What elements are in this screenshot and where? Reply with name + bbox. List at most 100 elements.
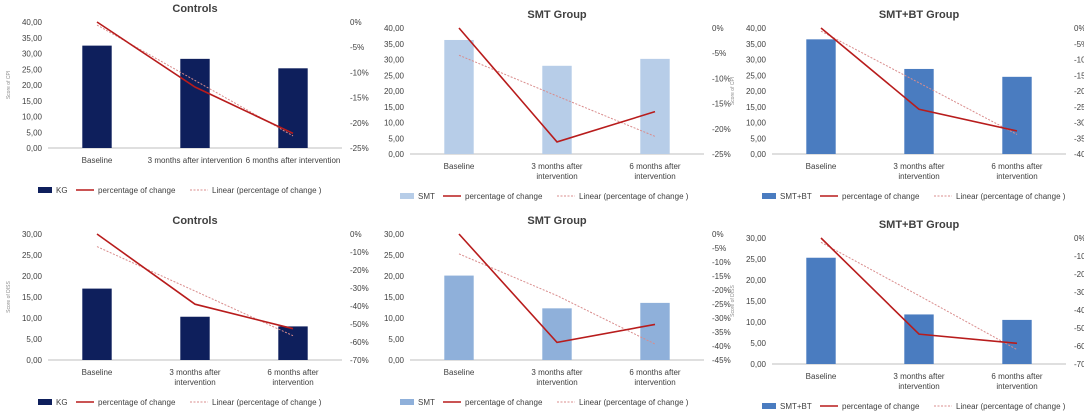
y2-tick-label: 0% <box>350 230 362 239</box>
x-tick-label: 6 months after <box>629 368 680 377</box>
bar-smt-bt <box>904 314 934 364</box>
y-tick-label: 10,00 <box>384 314 405 323</box>
y2-tick-label: -15% <box>350 94 369 103</box>
x-tick-label: Baseline <box>444 162 475 171</box>
y2-tick-label: -45% <box>712 356 731 365</box>
y-tick-label: 30,00 <box>384 56 405 65</box>
x-tick-label: Baseline <box>82 156 113 165</box>
chart-title: SMT Group <box>527 9 587 21</box>
legend-label-bars: SMT <box>418 398 435 407</box>
y2-tick-label: -10% <box>712 258 731 267</box>
y2-tick-label: 0% <box>350 18 362 27</box>
y2-tick-label: -5% <box>712 49 726 58</box>
y-axis-label: Score of CPI <box>6 71 12 99</box>
legend-label-line: percentage of change <box>98 186 176 195</box>
legend-label-bars: KG <box>56 186 68 195</box>
y-tick-label: 10,00 <box>22 314 43 323</box>
bar-smt <box>444 39 474 154</box>
x-tick-label: intervention <box>898 172 939 181</box>
y-tick-label: 10,00 <box>746 318 767 327</box>
percentage-line <box>96 233 294 330</box>
y2-tick-label: -40% <box>712 342 731 351</box>
y-tick-label: 0,00 <box>26 356 42 365</box>
bar-smt <box>640 302 670 360</box>
x-tick-label: Baseline <box>806 372 837 381</box>
legend-swatch-bars <box>38 187 52 193</box>
y-tick-label: 35,00 <box>746 40 767 49</box>
y2-tick-label: -40% <box>350 302 369 311</box>
y-axis-label: Score of CPI <box>730 77 736 105</box>
y-tick-label: 20,00 <box>746 87 767 96</box>
y-tick-label: 5,00 <box>26 128 42 137</box>
bar-kg <box>180 316 210 360</box>
x-tick-label: intervention <box>536 172 577 181</box>
y2-tick-label: -20% <box>712 286 731 295</box>
y-tick-label: 10,00 <box>746 119 767 128</box>
bar-kg <box>82 288 112 360</box>
bar-kg <box>278 326 308 360</box>
chart-smt-diss: SMT Group 0,00 5,00 10,00 15,00 20,00 25,00 30,… <box>362 212 731 410</box>
y2-tick-label: 0% <box>1074 24 1084 33</box>
y-tick-label: 25,00 <box>746 71 767 80</box>
chart-svg: SMT+BT Group 0,00 5,00 10,00 15,00 20,00 25,00… <box>730 9 1084 201</box>
y2-tick-label: -10% <box>1074 252 1084 261</box>
chart-title: SMT+BT Group <box>879 219 960 231</box>
y2-tick-label: -10% <box>712 74 731 83</box>
y-tick-label: 25,00 <box>746 255 767 264</box>
y-tick-label: 5,00 <box>750 134 766 143</box>
chart-svg: SMT Group 0,00 5,00 10,00 15,00 20,00 25,00 30,… <box>384 9 731 201</box>
legend-label-trend: Linear (percentage of change ) <box>956 402 1066 411</box>
y2-tick-label: -35% <box>712 328 731 337</box>
chart-svg: Controls 0,00 5,00 10,00 15,00 20,00 25,00 30,0… <box>6 215 369 407</box>
x-tick-label: 3 months after intervention <box>148 156 243 165</box>
y2-tick-label: -40% <box>1074 306 1084 315</box>
y-tick-label: 5,00 <box>750 339 766 348</box>
x-tick-label: intervention <box>272 378 313 387</box>
y-tick-label: 20,00 <box>22 81 43 90</box>
y2-tick-label: -30% <box>1074 288 1084 297</box>
trend-line <box>820 30 1018 135</box>
y2-tick-label: 0% <box>712 24 724 33</box>
x-tick-label: 6 months after intervention <box>246 156 341 165</box>
y-tick-label: 25,00 <box>22 65 43 74</box>
y-tick-label: 25,00 <box>384 251 405 260</box>
y-tick-label: 0,00 <box>388 356 404 365</box>
y-tick-label: 30,00 <box>22 50 43 59</box>
legend-label-bars: SMT+BT <box>780 192 812 201</box>
percentage-line <box>458 233 656 344</box>
x-tick-label: 6 months after <box>267 368 318 377</box>
trend-line <box>96 24 294 137</box>
chart-controls-cpi: Controls 0,00 5,00 10,00 15,00 20,00 25,00 30,0… <box>0 0 369 198</box>
legend-label-trend: Linear (percentage of change ) <box>212 186 322 195</box>
trend-line <box>458 54 656 137</box>
y-tick-label: 0,00 <box>750 360 766 369</box>
x-tick-label: intervention <box>634 378 675 387</box>
y-axis-label: Score of DISS <box>6 280 12 312</box>
legend-label-trend: Linear (percentage of change ) <box>956 192 1066 201</box>
bar-smt-bt <box>806 39 836 155</box>
y2-tick-label: -5% <box>712 244 726 253</box>
y2-tick-label: -25% <box>1074 103 1084 112</box>
chart-controls-diss: Controls 0,00 5,00 10,00 15,00 20,00 25,00 30,0… <box>0 212 369 410</box>
legend-swatch-bars <box>400 399 414 405</box>
y2-tick-label: -70% <box>350 356 369 365</box>
bar-kg <box>278 68 308 148</box>
y2-tick-label: -60% <box>1074 342 1084 351</box>
x-tick-label: 3 months after <box>531 162 582 171</box>
x-tick-label: Baseline <box>82 368 113 377</box>
y2-tick-label: -50% <box>350 320 369 329</box>
legend-label-line: percentage of change <box>465 192 543 201</box>
y-tick-label: 40,00 <box>22 18 43 27</box>
y-tick-label: 15,00 <box>746 297 767 306</box>
y-tick-label: 15,00 <box>22 97 43 106</box>
y-tick-label: 20,00 <box>384 272 405 281</box>
y2-tick-label: -20% <box>350 266 369 275</box>
y-tick-label: 5,00 <box>388 134 404 143</box>
y-tick-label: 5,00 <box>26 335 42 344</box>
chart-title: SMT+BT Group <box>879 9 960 21</box>
y-tick-label: 0,00 <box>750 150 766 159</box>
y-tick-label: 15,00 <box>746 103 767 112</box>
legend-swatch-bars <box>762 403 776 409</box>
y2-tick-label: -25% <box>712 300 731 309</box>
y2-tick-label: -10% <box>350 248 369 257</box>
